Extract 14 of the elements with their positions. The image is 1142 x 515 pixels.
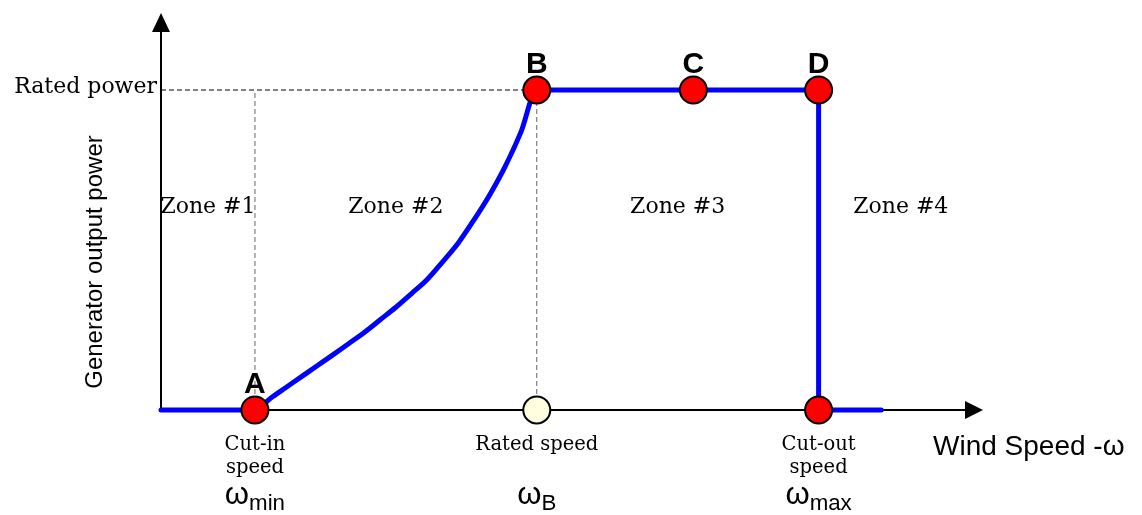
annotation: Zone #2	[348, 193, 444, 218]
x-tick-label: Cut-out speed ω$_{max}$	[781, 432, 856, 515]
x-axis-title: Wind Speed -ω	[933, 430, 1125, 461]
series-label: D	[807, 46, 830, 79]
annotation: Zone #3	[630, 193, 726, 218]
series-label: C	[682, 46, 705, 79]
series-label: A	[244, 366, 266, 399]
annotation: Zone #1	[160, 193, 256, 218]
y-axis-title: Generator output power	[80, 135, 107, 389]
ref-line-label: Rated power	[14, 73, 158, 98]
x-tick-label: Cut-in speed ω$_{min}$	[224, 432, 286, 515]
series-label: B	[525, 46, 548, 79]
annotation: Zone #4	[853, 193, 949, 218]
x-tick-label: Rated speed ω$_{B}$	[475, 432, 599, 515]
